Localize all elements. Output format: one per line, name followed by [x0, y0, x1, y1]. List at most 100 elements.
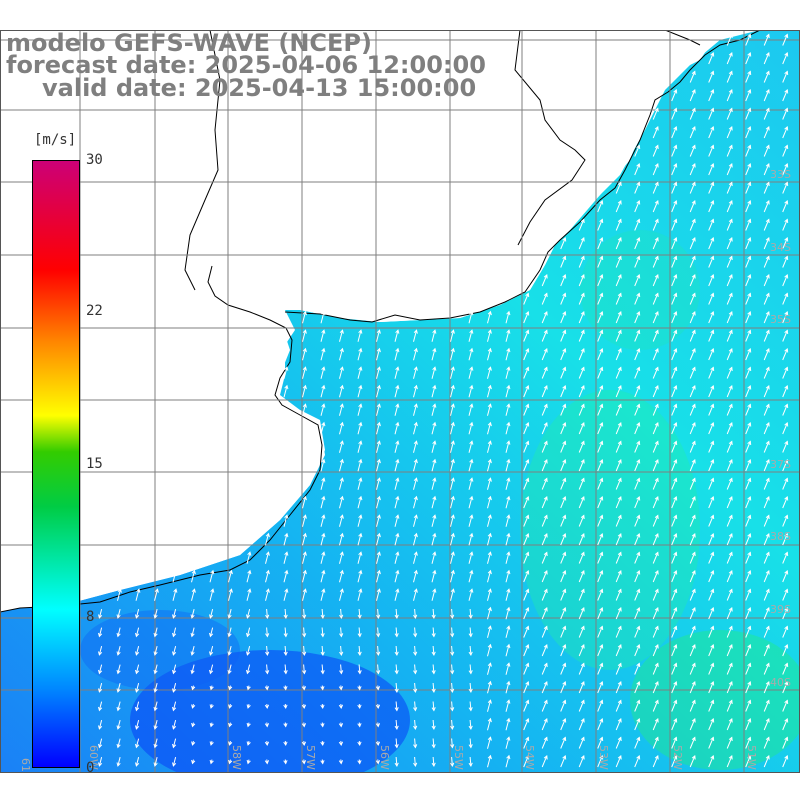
wind-arrow — [634, 589, 640, 601]
wind-arrow — [689, 755, 696, 768]
wind-arrow — [782, 718, 788, 731]
wind-arrow — [541, 681, 548, 694]
wind-arrow — [615, 367, 622, 379]
wind-arrow — [782, 367, 788, 379]
wind-arrow — [541, 570, 548, 583]
wind-arrow — [597, 293, 603, 305]
wind-arrow — [560, 459, 566, 472]
wind-arrow-head — [301, 686, 307, 691]
wind-arrow — [726, 385, 733, 398]
wind-arrow-head — [747, 459, 752, 464]
wind-arrow — [339, 589, 343, 601]
wind-arrow-head — [784, 533, 789, 538]
wind-arrow — [358, 608, 361, 619]
wind-arrow-head — [710, 126, 715, 131]
wind-arrow — [634, 182, 640, 194]
wind-arrow-head — [487, 569, 492, 575]
wind-arrow — [523, 681, 529, 694]
wind-arrow-head — [784, 385, 789, 390]
wind-arrow-head — [413, 688, 418, 694]
wind-arrow — [451, 627, 453, 637]
wind-arrow-head — [98, 651, 103, 656]
wind-arrow — [745, 718, 751, 731]
wind-arrow — [172, 589, 177, 601]
wind-arrow — [745, 552, 751, 564]
wind-arrow-head — [654, 200, 659, 205]
wind-arrow — [782, 385, 788, 398]
wind-arrow — [763, 145, 770, 157]
wind-arrow-head — [784, 107, 789, 113]
wind-arrow — [634, 145, 640, 157]
wind-arrow — [634, 552, 640, 564]
wind-arrow — [98, 719, 103, 730]
wind-arrow — [505, 311, 510, 324]
wind-arrow-head — [580, 588, 585, 594]
wind-arrow — [414, 738, 416, 748]
wind-arrow — [578, 755, 585, 768]
wind-arrow-head — [376, 458, 381, 464]
colorbar-tick: 30 — [86, 152, 103, 168]
wind-arrow — [469, 738, 472, 748]
wind-arrow-head — [710, 89, 715, 94]
wind-arrow-head — [710, 274, 715, 279]
wind-arrow-head — [617, 533, 622, 538]
wind-arrow — [451, 682, 453, 693]
wind-arrow — [303, 627, 305, 637]
wind-arrow-head — [357, 651, 362, 657]
wind-arrow — [357, 330, 362, 342]
wind-arrow — [135, 701, 140, 711]
wind-arrow-head — [636, 514, 641, 520]
wind-arrow — [320, 385, 325, 398]
wind-arrow-head — [487, 403, 492, 408]
wind-arrow — [395, 701, 398, 711]
wind-arrow — [671, 644, 677, 657]
wind-arrow — [634, 311, 640, 324]
lat-label: 34S — [770, 241, 791, 254]
wind-arrow-head — [673, 551, 678, 557]
wind-arrow — [450, 348, 454, 361]
wind-arrow-head — [283, 741, 288, 747]
wind-arrow-head — [339, 569, 344, 575]
wind-arrow — [634, 515, 640, 527]
wind-arrow-head — [747, 292, 752, 298]
wind-arrow-head — [246, 722, 251, 728]
wind-arrow — [782, 108, 788, 120]
wind-arrow — [431, 533, 436, 546]
wind-arrow-head — [117, 588, 122, 593]
wind-arrow — [578, 589, 585, 601]
wind-arrow-head — [654, 348, 659, 353]
wind-arrow — [652, 459, 659, 472]
wind-arrow — [726, 644, 733, 657]
wind-arrow — [487, 311, 491, 324]
wind-arrow-head — [673, 107, 678, 113]
wind-arrow — [652, 163, 659, 176]
wind-arrow-head — [654, 237, 659, 242]
wind-arrow — [560, 385, 566, 398]
wind-arrow — [377, 645, 379, 656]
wind-arrow — [708, 163, 714, 176]
wind-arrow — [394, 515, 399, 527]
wind-arrow-head — [395, 440, 400, 445]
wind-arrow-head — [432, 440, 437, 445]
wind-arrow-head — [506, 403, 511, 408]
wind-arrow-head — [487, 514, 492, 519]
wind-arrow-head — [673, 588, 678, 594]
wind-arrow-head — [450, 458, 455, 464]
wind-arrow — [154, 719, 158, 730]
wind-arrow-head — [617, 551, 622, 557]
wind-arrow-head — [654, 329, 659, 335]
wind-arrow — [98, 756, 103, 767]
wind-arrow-head — [784, 440, 789, 446]
wind-arrow-head — [358, 569, 363, 575]
wind-arrow-head — [691, 348, 696, 353]
wind-arrow — [451, 756, 453, 767]
wind-arrow — [357, 496, 362, 509]
wind-arrow-head — [506, 754, 511, 760]
wind-arrow-head — [636, 292, 641, 298]
wind-arrow — [745, 293, 751, 305]
wind-arrow — [541, 533, 548, 546]
wind-arrow-head — [247, 569, 252, 575]
wind-arrow — [745, 274, 751, 287]
wind-arrow-head — [153, 651, 158, 656]
wind-arrow-head — [710, 477, 715, 483]
